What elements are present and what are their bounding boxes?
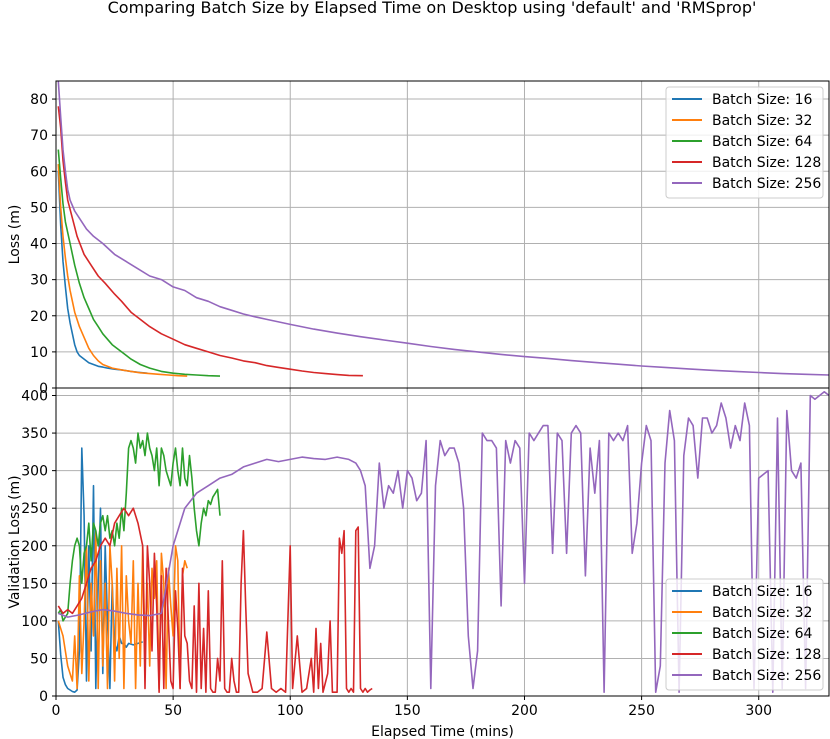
y-tick-label: 100: [21, 614, 48, 630]
legend-label: Batch Size: 16: [712, 92, 813, 108]
axes-frame: [55, 387, 830, 697]
x-tick-label: 200: [511, 703, 538, 719]
y-tick-label: 250: [21, 501, 48, 517]
series-line-128: [57, 507, 373, 693]
y-tick-label: 80: [30, 92, 48, 108]
y-tick-label: 20: [30, 309, 48, 325]
series-line-128: [57, 106, 363, 377]
legend-label: Batch Size: 256: [712, 176, 821, 192]
y-tick-label: 200: [21, 539, 48, 555]
y-tick-label: 50: [30, 200, 48, 216]
y-tick-label: 50: [30, 651, 48, 667]
x-axis-title: Elapsed Time (mins): [371, 724, 514, 739]
series-line-16: [57, 171, 148, 374]
y-axis-title: Validation Loss (m): [7, 475, 23, 608]
y-axis-title: Loss (m): [7, 205, 23, 265]
series-line-256: [57, 81, 829, 376]
y-tick-label: 10: [30, 345, 48, 361]
y-tick-label: 300: [21, 464, 48, 480]
x-tick-label: 150: [394, 703, 421, 719]
x-tick-label: 0: [52, 703, 61, 719]
figure-title: Comparing Batch Size by Elapsed Time on …: [108, 0, 757, 17]
legend-label: Batch Size: 32: [712, 113, 812, 129]
series-line-256: [58, 391, 829, 693]
y-tick-label: 150: [21, 576, 48, 592]
legend: Batch Size: 16 Batch Size: 32 Batch Size: …: [665, 578, 824, 691]
y-tick-label: 40: [30, 237, 48, 253]
series-line-32: [57, 529, 188, 690]
x-tick-label: 300: [745, 703, 772, 719]
validation-loss-panel: 0 50 100 150 200 250 300 0 50 100 150 200 250 300 350 4…: [7, 387, 830, 739]
legend-label: Batch Size: 16: [712, 584, 813, 600]
legend-label: Batch Size: 64: [712, 626, 813, 642]
legend-box: [665, 578, 824, 691]
legend-label: Batch Size: 32: [712, 605, 812, 621]
x-tick-label: 50: [164, 703, 182, 719]
legend-label: Batch Size: 64: [712, 134, 813, 150]
series-line-64: [57, 149, 221, 377]
series-line-32: [57, 164, 188, 377]
series-line-64: [57, 432, 221, 622]
y-tick-label: 70: [30, 128, 48, 144]
legend-label: Batch Size: 128: [712, 647, 821, 663]
y-tick-label: 0: [39, 689, 48, 705]
x-tick-label: 100: [277, 703, 304, 719]
x-tick-label: 250: [628, 703, 655, 719]
y-tick-label: 0: [39, 381, 48, 397]
y-tick-label: 400: [21, 389, 48, 405]
legend: Batch Size: 16 Batch Size: 32 Batch Size: …: [665, 86, 824, 199]
y-tick-label: 30: [30, 273, 48, 289]
y-tick-label: 350: [21, 426, 48, 442]
legend-label: Batch Size: 128: [712, 155, 821, 171]
legend-box: [665, 86, 824, 199]
legend-label: Batch Size: 256: [712, 668, 821, 684]
y-tick-label: 60: [30, 164, 48, 180]
